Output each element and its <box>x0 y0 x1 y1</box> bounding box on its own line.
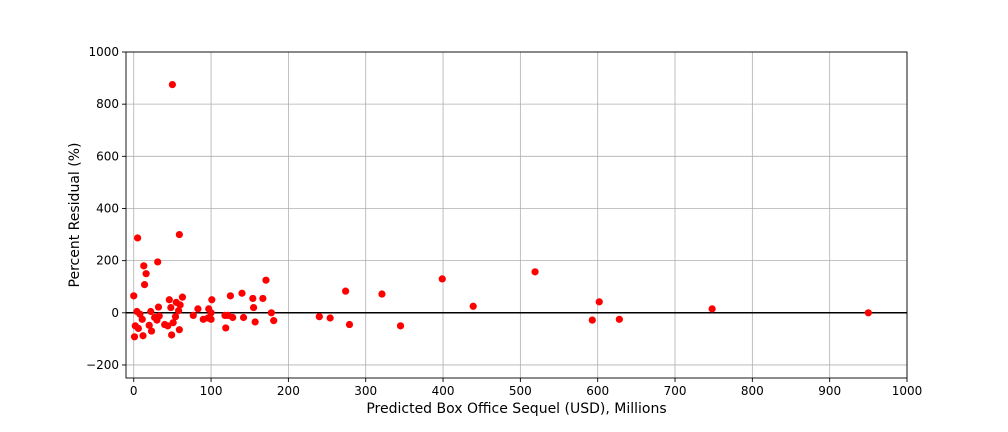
x-tick-label: 800 <box>741 384 764 398</box>
data-point <box>342 287 350 295</box>
data-point <box>249 294 257 303</box>
data-point <box>133 234 142 242</box>
data-point <box>251 318 259 326</box>
data-point <box>164 322 172 330</box>
y-tick-label: −200 <box>86 358 119 372</box>
data-point <box>708 305 716 313</box>
y-tick-label: 0 <box>111 306 119 320</box>
data-point <box>139 332 147 340</box>
y-tick-label: 200 <box>96 254 119 268</box>
data-point <box>130 292 138 300</box>
data-point <box>189 311 197 320</box>
data-point <box>176 301 184 309</box>
data-point <box>239 313 248 322</box>
data-point <box>207 315 215 323</box>
data-point <box>138 315 146 323</box>
grid <box>126 51 908 378</box>
data-point <box>229 313 237 322</box>
data-point <box>238 289 246 297</box>
data-point <box>178 293 187 301</box>
data-point <box>208 296 216 304</box>
data-point <box>171 313 180 321</box>
data-point <box>438 275 446 283</box>
data-point <box>194 305 202 313</box>
data-point <box>154 303 163 311</box>
data-point <box>175 326 183 334</box>
data-point <box>147 327 156 335</box>
x-tick-label: 100 <box>200 384 223 398</box>
y-axis-ticks: −200 0 200 400 600 800 1000 <box>86 45 126 372</box>
data-point <box>262 276 270 284</box>
data-point <box>168 81 176 89</box>
data-point <box>207 309 215 317</box>
data-point <box>595 298 603 306</box>
data-point <box>155 312 163 320</box>
data-point <box>154 258 162 266</box>
data-point <box>167 303 175 312</box>
x-tick-label: 300 <box>354 384 377 398</box>
data-point <box>175 230 183 239</box>
data-point <box>145 321 153 329</box>
x-tick-label: 900 <box>818 384 841 398</box>
data-point <box>396 322 405 330</box>
x-tick-label: 0 <box>130 384 138 398</box>
x-tick-label: 400 <box>432 384 455 398</box>
data-point <box>226 292 234 300</box>
data-point <box>267 309 275 317</box>
x-tick-label: 200 <box>277 384 300 398</box>
y-tick-label: 1000 <box>88 45 119 59</box>
data-point <box>588 316 596 324</box>
x-axis-ticks: 0 100 200 300 400 500 600 700 800 900 1000 <box>130 378 922 398</box>
x-tick-label: 600 <box>586 384 609 398</box>
data-point <box>168 331 176 339</box>
data-point <box>140 281 149 289</box>
data-point <box>174 307 183 315</box>
x-tick-label: 500 <box>509 384 532 398</box>
data-point <box>270 317 278 325</box>
data-point <box>130 333 139 341</box>
data-point <box>864 309 872 317</box>
data-point <box>165 296 173 304</box>
x-tick-label: 1000 <box>892 384 923 398</box>
data-point <box>615 315 623 323</box>
data-point <box>326 314 334 322</box>
y-axis-label: Percent Residual (%) <box>67 143 83 288</box>
plot-frame <box>125 51 908 379</box>
x-tick-label: 700 <box>664 384 687 398</box>
data-point <box>169 319 177 327</box>
data-point <box>259 294 267 303</box>
data-point <box>222 324 230 332</box>
data-point <box>378 290 386 298</box>
data-point <box>142 270 150 278</box>
data-point <box>134 324 142 333</box>
data-point <box>531 268 539 276</box>
y-tick-label: 800 <box>96 97 119 111</box>
data-point <box>345 320 354 329</box>
y-tick-label: 400 <box>96 201 119 215</box>
data-point <box>249 303 258 312</box>
y-tick-label: 600 <box>96 149 119 163</box>
data-point <box>147 307 155 316</box>
data-point <box>315 313 323 321</box>
data-point <box>140 262 148 270</box>
data-points <box>130 81 872 341</box>
x-axis-label: Predicted Box Office Sequel (USD), Milli… <box>366 401 666 417</box>
data-point <box>469 302 477 310</box>
